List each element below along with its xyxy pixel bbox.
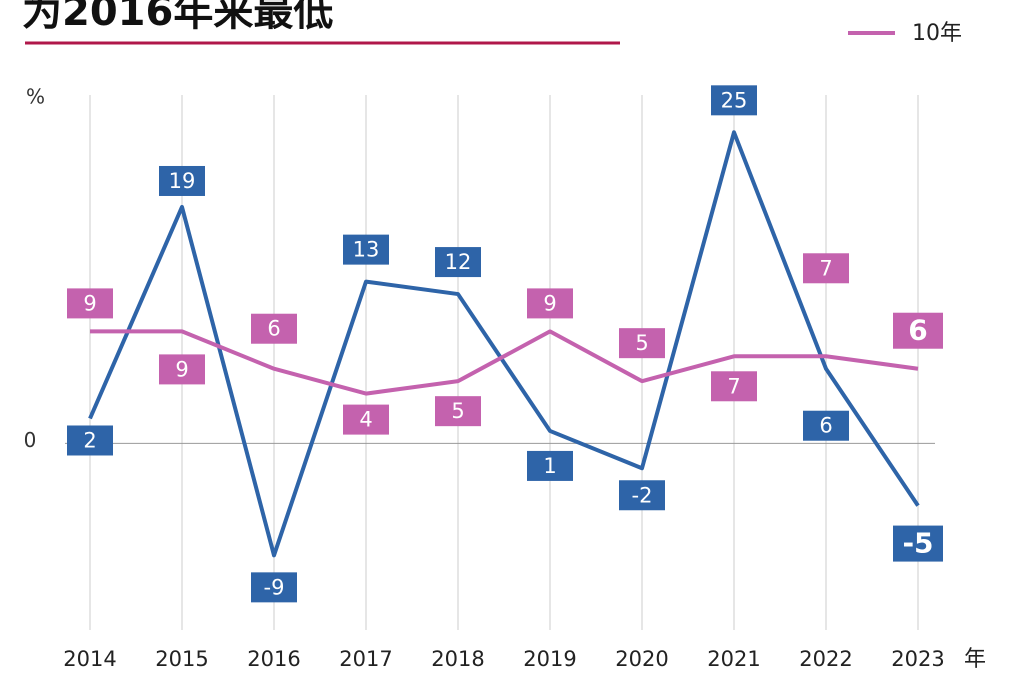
data-label-box — [343, 404, 389, 435]
data-label: 7 — [819, 256, 832, 280]
chart-title: 为2016年来最低 — [22, 0, 333, 35]
data-label: 1 — [543, 454, 556, 478]
data-label-box — [159, 165, 205, 196]
data-label: -2 — [632, 483, 653, 507]
series-line — [90, 329, 919, 396]
data-label-box — [343, 234, 389, 265]
data-label: 5 — [451, 399, 464, 423]
data-label-box — [251, 572, 297, 603]
data-label: 7 — [727, 374, 740, 398]
data-label-box — [619, 480, 665, 511]
data-label-box — [251, 313, 297, 344]
legend-label: 10年 — [912, 21, 962, 46]
data-label-box — [711, 371, 757, 402]
data-label-box — [803, 253, 849, 284]
x-tick-label: 2016 — [247, 647, 300, 671]
data-label-box — [67, 425, 113, 456]
y-tick-label: 0 — [24, 428, 37, 452]
y-axis-label: % — [26, 85, 45, 109]
x-tick-label: 2022 — [799, 647, 852, 671]
data-label: 6 — [819, 414, 832, 438]
data-label-box — [435, 247, 481, 278]
data-label-box — [619, 328, 665, 359]
x-tick-label: 2020 — [615, 647, 668, 671]
data-label: 4 — [359, 408, 372, 432]
x-tick-label: 2017 — [339, 647, 392, 671]
data-label-box — [435, 396, 481, 427]
x-axis-unit: 年 — [964, 647, 986, 672]
data-label-box — [159, 354, 205, 385]
data-label-box — [527, 288, 573, 319]
x-tick-label: 2023 — [891, 647, 944, 671]
x-tick-label: 2018 — [431, 647, 484, 671]
data-label: 6 — [267, 317, 280, 341]
x-tick-label: 2019 — [523, 647, 576, 671]
data-label-box — [803, 410, 849, 441]
x-tick-label: 2015 — [155, 647, 208, 671]
data-label: 2 — [83, 428, 96, 452]
data-label: 5 — [635, 331, 648, 355]
data-label-box — [711, 85, 757, 116]
data-label-box — [527, 450, 573, 481]
data-label: 25 — [721, 88, 748, 112]
x-tick-label: 2014 — [63, 647, 116, 671]
data-label: 9 — [175, 357, 188, 381]
data-label: 9 — [83, 291, 96, 315]
data-label: 13 — [353, 238, 380, 262]
data-label: 9 — [543, 291, 556, 315]
series-line — [88, 130, 920, 558]
data-label: -5 — [902, 527, 933, 560]
data-label: 19 — [169, 169, 196, 193]
data-label: 6 — [908, 314, 927, 347]
x-tick-label: 2021 — [707, 647, 760, 671]
data-label: 12 — [445, 250, 472, 274]
data-label-box — [67, 288, 113, 319]
data-label-box — [893, 312, 943, 349]
data-label: -9 — [264, 575, 285, 599]
data-label-box — [893, 525, 943, 562]
